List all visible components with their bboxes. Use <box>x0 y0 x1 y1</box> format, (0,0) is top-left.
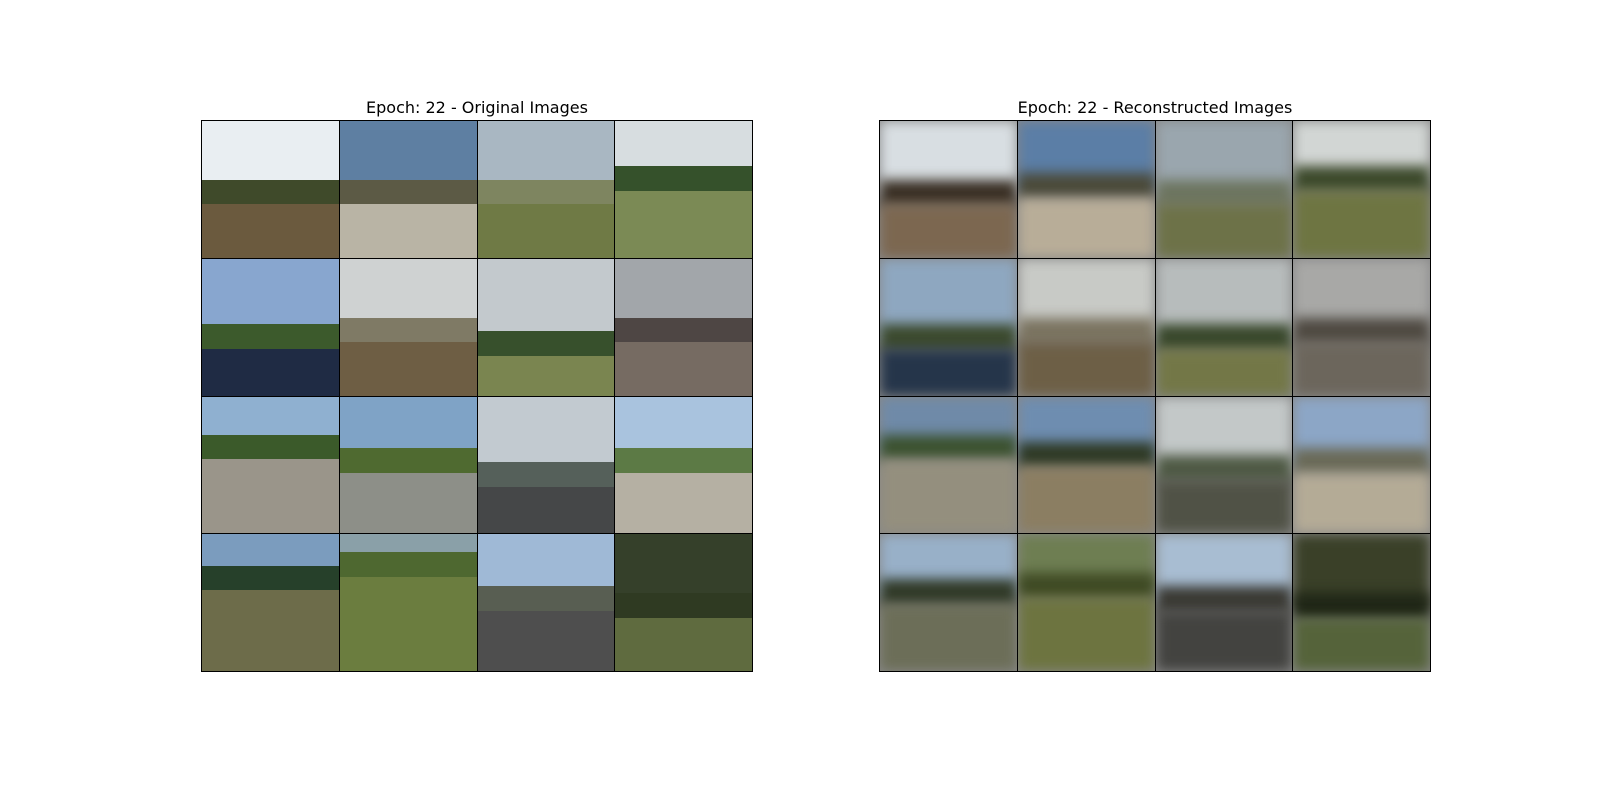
original-images-title: Epoch: 22 - Original Images <box>366 98 588 117</box>
original-image-tile <box>615 534 752 671</box>
reconstructed-image-tile <box>1017 396 1155 534</box>
original-image-tile <box>477 121 615 258</box>
reconstructed-images-title: Epoch: 22 - Reconstructed Images <box>1017 98 1293 117</box>
reconstructed-image-tile <box>1017 121 1155 258</box>
original-images-grid <box>201 120 753 672</box>
reconstructed-image-tile <box>1017 534 1155 671</box>
original-image-tile <box>615 396 752 534</box>
original-image-tile <box>477 396 615 534</box>
reconstructed-image-tile <box>1293 121 1430 258</box>
original-image-tile <box>615 121 752 258</box>
original-image-tile <box>339 534 477 671</box>
original-image-tile <box>477 534 615 671</box>
original-images-panel: Epoch: 22 - Original Images <box>201 96 753 672</box>
original-image-tile <box>202 121 339 258</box>
original-image-tile <box>339 396 477 534</box>
reconstructed-image-tile <box>1155 396 1293 534</box>
original-image-tile <box>339 121 477 258</box>
reconstructed-image-tile <box>880 396 1017 534</box>
reconstructed-image-tile <box>880 534 1017 671</box>
reconstructed-image-tile <box>1293 258 1430 396</box>
reconstructed-images-grid <box>879 120 1431 672</box>
reconstructed-image-tile <box>1293 534 1430 671</box>
original-image-tile <box>202 534 339 671</box>
original-image-tile <box>202 396 339 534</box>
reconstructed-images-panel: Epoch: 22 - Reconstructed Images <box>879 96 1431 672</box>
reconstructed-image-tile <box>1155 258 1293 396</box>
reconstructed-image-tile <box>1155 121 1293 258</box>
reconstructed-image-tile <box>1155 534 1293 671</box>
reconstructed-image-tile <box>880 258 1017 396</box>
original-image-tile <box>615 258 752 396</box>
original-image-tile <box>477 258 615 396</box>
original-image-tile <box>202 258 339 396</box>
reconstructed-image-tile <box>1293 396 1430 534</box>
reconstructed-image-tile <box>880 121 1017 258</box>
reconstructed-image-tile <box>1017 258 1155 396</box>
original-image-tile <box>339 258 477 396</box>
